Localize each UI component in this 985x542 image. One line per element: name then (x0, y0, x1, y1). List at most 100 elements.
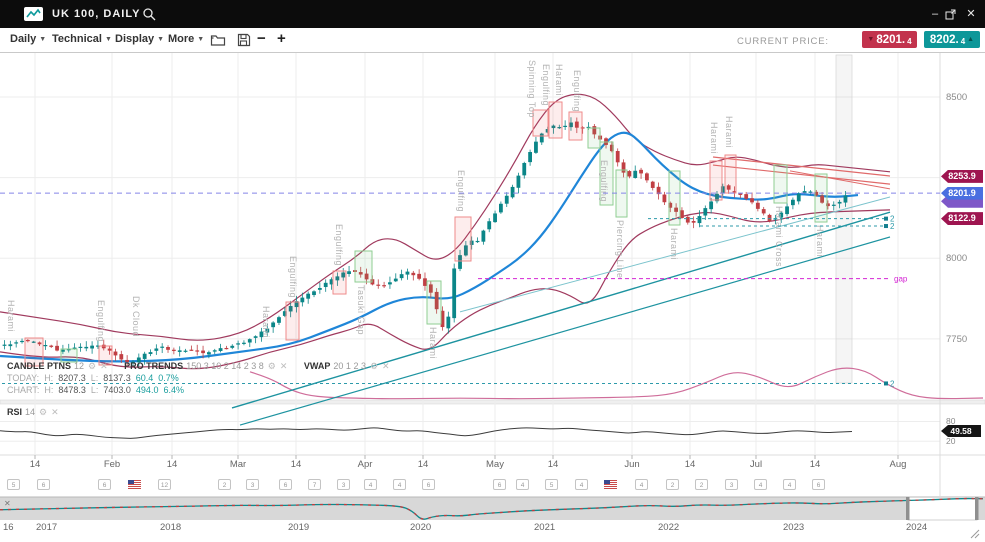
gear-icon[interactable]: ⚙ (369, 361, 379, 371)
calendar-event-icon[interactable]: 7 (308, 479, 321, 490)
calendar-event-icon[interactable]: 3 (337, 479, 350, 490)
timeline-year-label: 2018 (160, 522, 182, 533)
candle-body (580, 127, 585, 129)
us-flag-event-icon[interactable] (604, 480, 617, 489)
gear-icon[interactable]: ⚙ (88, 361, 97, 371)
calendar-event-icon[interactable]: 6 (37, 479, 50, 490)
trend-line[interactable] (231, 211, 891, 409)
navigator-right-handle[interactable] (975, 497, 979, 520)
calendar-event-icon[interactable]: 4 (635, 479, 648, 490)
bearish-pattern-box[interactable] (532, 109, 549, 137)
navigator-close-icon[interactable]: ✕ (4, 499, 11, 508)
calendar-event-icon[interactable]: 6 (422, 479, 435, 490)
calendar-event-icon[interactable]: 4 (364, 479, 377, 490)
calendar-event-icon[interactable]: 6 (812, 479, 825, 490)
candle-body (668, 202, 673, 208)
candle-body (282, 311, 287, 316)
bullish-pattern-box[interactable] (354, 250, 373, 283)
candle-body (528, 152, 532, 163)
calendar-event-icon[interactable]: 6 (279, 479, 292, 490)
resize-grip[interactable] (974, 533, 980, 539)
rsi-line (0, 427, 853, 439)
calendar-event-icon[interactable]: 5 (545, 479, 558, 490)
menu-more[interactable]: More ▼ (168, 33, 205, 45)
navigator-left-handle[interactable] (906, 497, 910, 520)
calendar-event-icon[interactable]: 4 (516, 479, 529, 490)
search-icon[interactable] (142, 7, 156, 21)
bullish-pattern-box[interactable] (426, 280, 442, 325)
bearish-pattern-box[interactable] (724, 154, 737, 194)
bullish-pattern-box[interactable] (587, 127, 601, 149)
trend-line[interactable] (712, 164, 891, 185)
popout-icon[interactable] (945, 6, 961, 22)
panel-divider[interactable] (0, 399, 985, 405)
calendar-event-icon[interactable]: 12 (158, 479, 171, 490)
candle-body (393, 278, 398, 282)
calendar-event-icon[interactable]: 4 (783, 479, 796, 490)
bullish-pattern-box[interactable] (773, 164, 788, 204)
bearish-pattern-box[interactable] (568, 111, 583, 141)
candle-body (265, 328, 270, 333)
candle-body (189, 349, 194, 351)
bearish-pattern-box[interactable] (454, 216, 472, 262)
trend-line[interactable] (712, 156, 891, 177)
calendar-event-icon[interactable]: 3 (725, 479, 738, 490)
trend-line[interactable] (789, 170, 891, 190)
calendar-event-icon[interactable]: 2 (666, 479, 679, 490)
menu-daily[interactable]: Daily ▼ (10, 33, 47, 45)
candle-body (539, 133, 544, 143)
close-button[interactable]: ✕ (966, 8, 976, 20)
open-folder-icon[interactable] (210, 32, 226, 48)
bullish-pattern-box[interactable] (599, 141, 614, 206)
calendar-event-icon[interactable]: 4 (575, 479, 588, 490)
calendar-event-icon[interactable]: 6 (98, 479, 111, 490)
candle-body (25, 339, 30, 342)
level-end-marker[interactable] (884, 216, 888, 221)
candle-body (814, 191, 819, 196)
zoom-in-button[interactable]: + (277, 30, 286, 47)
bearish-pattern-box[interactable] (98, 345, 113, 366)
level-end-marker[interactable] (884, 224, 888, 229)
bearish-pattern-box[interactable] (548, 101, 563, 139)
zoom-out-button[interactable]: − (257, 30, 266, 47)
close-icon[interactable]: ✕ (100, 361, 108, 371)
bullish-pattern-box[interactable] (60, 348, 78, 363)
candle-body (119, 354, 124, 360)
resize-grip[interactable] (970, 529, 980, 539)
level-end-marker[interactable] (884, 381, 888, 386)
trend-line[interactable] (239, 236, 891, 426)
bearish-pattern-box[interactable] (332, 270, 347, 295)
calendar-event-icon[interactable]: 3 (246, 479, 259, 490)
gear-icon[interactable]: ⚙ (267, 361, 276, 371)
calendar-event-icon[interactable]: 2 (218, 479, 231, 490)
timeline-navigator-track[interactable] (0, 497, 985, 520)
close-icon[interactable]: ✕ (51, 407, 59, 417)
bullish-pattern-box[interactable] (814, 173, 828, 223)
bollinger-upper-line (0, 93, 891, 341)
us-flag-event-icon[interactable] (128, 480, 141, 489)
legend-vwap: VWAP 20 1 2 3 ⚙ ✕ (303, 361, 390, 371)
menu-technical[interactable]: Technical ▼ (52, 33, 112, 45)
calendar-event-icon[interactable]: 5 (7, 479, 20, 490)
pattern-label: Harami (815, 225, 825, 257)
calendar-event-icon[interactable]: 6 (493, 479, 506, 490)
bullish-pattern-box[interactable] (668, 170, 681, 226)
save-icon[interactable] (236, 32, 252, 48)
legend-rsi: RSI 14 ⚙ ✕ (7, 407, 59, 417)
close-icon[interactable]: ✕ (382, 361, 390, 371)
rsi-axis-label: 20 (946, 436, 956, 447)
minimize-button[interactable]: – (931, 8, 939, 20)
calendar-event-icon[interactable]: 4 (754, 479, 767, 490)
menu-display[interactable]: Display ▼ (115, 33, 165, 45)
gear-icon[interactable]: ⚙ (39, 407, 48, 417)
candle-body (504, 195, 509, 204)
bearish-pattern-box[interactable] (24, 337, 44, 367)
close-icon[interactable]: ✕ (279, 361, 288, 371)
calendar-event-icon[interactable]: 2 (695, 479, 708, 490)
timeline-year-label: 2024 (906, 522, 928, 533)
bearish-pattern-box[interactable] (285, 301, 300, 341)
calendar-event-icon[interactable]: 4 (393, 479, 406, 490)
bearish-pattern-box[interactable] (709, 160, 723, 201)
trend-line[interactable] (459, 196, 891, 313)
